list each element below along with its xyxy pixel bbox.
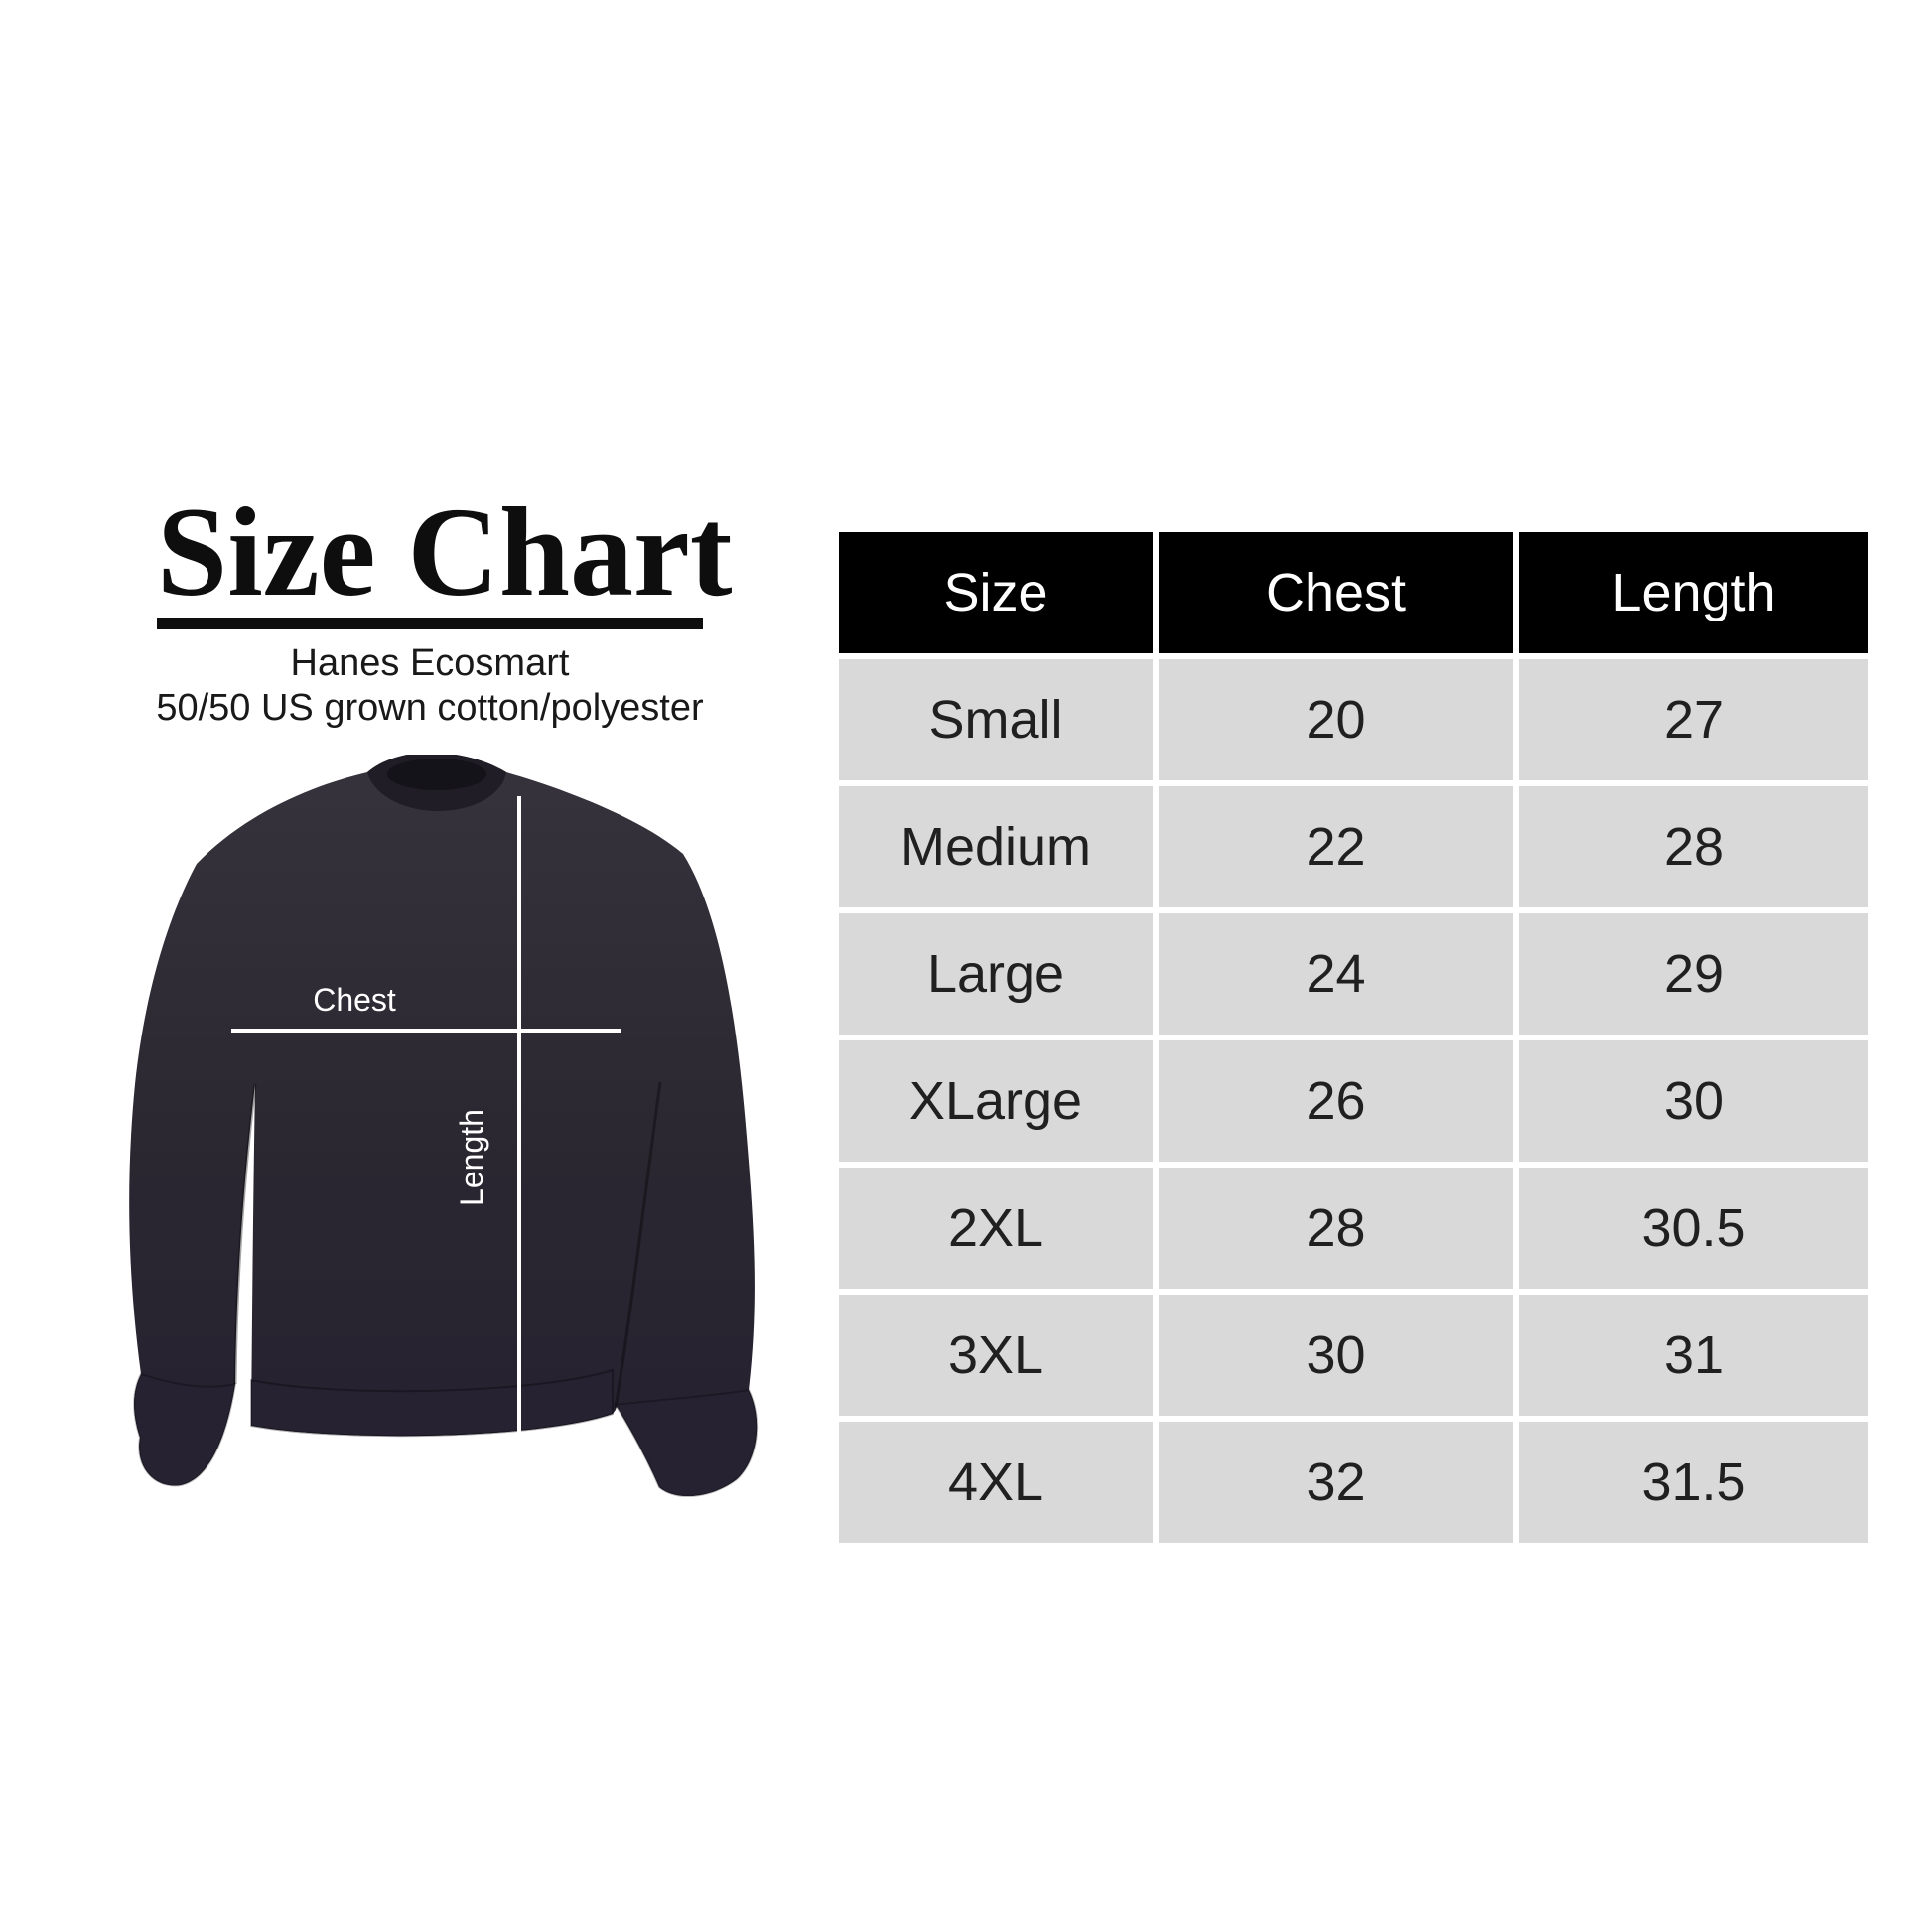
table-cell-length-row-1: 28 [1519,786,1868,907]
table-cell-size-row-2: Large [839,913,1153,1035]
waistband [250,1368,614,1438]
table-cell-length-row-2: 29 [1519,913,1868,1035]
table-cell-size-row-6: 4XL [839,1422,1153,1543]
table-header-chest: Chest [1159,532,1513,653]
table-header-length: Length [1519,532,1868,653]
left-cuff [133,1372,237,1487]
table-cell-size-row-5: 3XL [839,1295,1153,1416]
table-cell-length-row-4: 30.5 [1519,1168,1868,1289]
table-cell-size-row-1: Medium [839,786,1153,907]
sweatshirt-svg: Chest Length [129,755,759,1497]
size-table: Size Chest Length Small 20 27 Medium 22 28 Lar… [839,532,1868,1543]
table-cell-chest-row-5: 30 [1159,1295,1513,1416]
table-cell-chest-row-1: 22 [1159,786,1513,907]
table-cell-length-row-0: 27 [1519,659,1868,780]
table-cell-size-row-4: 2XL [839,1168,1153,1289]
table-header-size: Size [839,532,1153,653]
table-cell-length-row-3: 30 [1519,1040,1868,1162]
right-sleeve-seam [614,1081,662,1409]
product-subtitle: Hanes Ecosmart 50/50 US grown cotton/pol… [132,641,728,731]
length-label: Length [454,1109,489,1206]
subtitle-line-1: Hanes Ecosmart [290,642,570,684]
right-cuff [614,1388,759,1497]
left-sleeve-seam [233,1083,257,1385]
table-cell-length-row-6: 31.5 [1519,1422,1868,1543]
table-cell-chest-row-4: 28 [1159,1168,1513,1289]
table-cell-chest-row-6: 32 [1159,1422,1513,1543]
collar-opening [387,759,486,790]
page-title: Size Chart [157,488,732,629]
table-cell-chest-row-0: 20 [1159,659,1513,780]
sweatshirt-body [129,755,758,1496]
sweatshirt-diagram: Chest Length [119,755,774,1509]
table-cell-size-row-3: XLarge [839,1040,1153,1162]
table-cell-chest-row-2: 24 [1159,913,1513,1035]
table-cell-size-row-0: Small [839,659,1153,780]
table-cell-chest-row-3: 26 [1159,1040,1513,1162]
table-cell-length-row-5: 31 [1519,1295,1868,1416]
subtitle-line-2: 50/50 US grown cotton/polyester [156,687,704,729]
chest-label: Chest [313,982,396,1018]
